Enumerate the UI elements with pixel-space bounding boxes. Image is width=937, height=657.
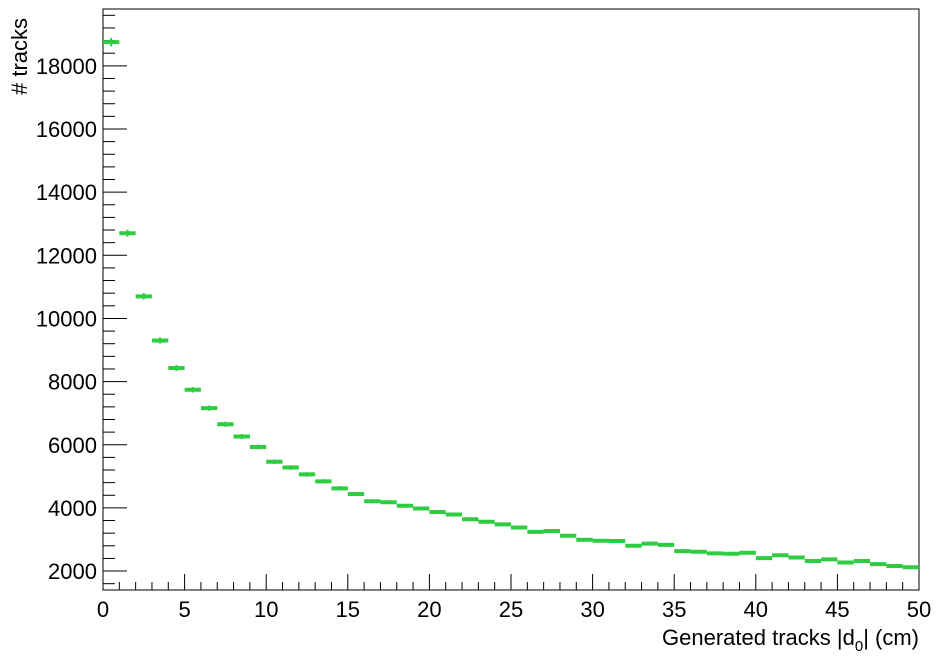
data-point <box>103 37 120 47</box>
data-point <box>200 405 218 411</box>
x-tick-label: 45 <box>825 597 849 622</box>
data-point <box>168 365 185 371</box>
data-point <box>772 553 789 558</box>
data-point <box>576 537 593 542</box>
x-tick-label: 0 <box>97 597 109 622</box>
x-axis-title-part: Generated tracks |d <box>662 625 855 650</box>
data-point <box>559 533 577 538</box>
x-tick-label: 30 <box>580 597 604 622</box>
data-point <box>380 500 397 505</box>
x-tick-label: 20 <box>417 597 441 622</box>
x-axis-title-subscript: 0 <box>855 638 863 655</box>
data-point <box>690 549 707 554</box>
data-point <box>413 506 430 511</box>
y-tick-label: 18000 <box>36 54 97 79</box>
data-point <box>511 525 528 530</box>
x-tick-label: 25 <box>499 597 523 622</box>
data-point <box>657 542 675 547</box>
data-point <box>282 465 299 470</box>
y-tick-label: 16000 <box>36 117 97 142</box>
data-point <box>723 551 740 556</box>
data-point <box>494 522 511 527</box>
data-point <box>804 558 822 563</box>
data-point <box>266 459 283 465</box>
x-tick-label: 35 <box>662 597 686 622</box>
x-axis-title-part: | (cm) <box>863 625 919 650</box>
y-tick-label: 8000 <box>48 370 97 395</box>
y-tick-label: 10000 <box>36 306 97 331</box>
data-point <box>641 541 658 546</box>
data-point <box>527 529 544 534</box>
data-point <box>135 293 152 300</box>
data-point <box>364 499 381 504</box>
data-point <box>625 543 642 548</box>
data-point <box>592 538 609 543</box>
data-point <box>674 549 691 554</box>
data-point <box>445 512 463 517</box>
axes <box>102 8 920 591</box>
data-point <box>821 557 838 562</box>
data-point <box>233 434 250 440</box>
data-points <box>103 37 919 570</box>
y-tick-label: 12000 <box>36 243 97 268</box>
data-point <box>217 421 234 427</box>
data-point <box>870 562 887 567</box>
x-tick-label: 15 <box>336 597 360 622</box>
data-point <box>315 479 332 484</box>
y-tick-label: 4000 <box>48 496 97 521</box>
x-tick-label: 40 <box>744 597 768 622</box>
data-point <box>119 229 136 237</box>
data-point <box>151 337 169 344</box>
x-tick-label: 50 <box>907 597 931 622</box>
data-point <box>347 491 365 497</box>
x-tick-label: 5 <box>178 597 190 622</box>
data-point <box>837 560 854 565</box>
data-point <box>706 551 724 556</box>
data-point <box>429 510 446 515</box>
data-point <box>608 539 626 544</box>
y-tick-label: 6000 <box>48 433 97 458</box>
y-tick-label: 14000 <box>36 180 97 205</box>
data-point <box>249 444 267 450</box>
data-point <box>853 558 871 563</box>
data-point <box>462 517 479 522</box>
data-point <box>543 528 560 533</box>
plot-frame <box>102 8 920 591</box>
data-point <box>331 486 348 491</box>
data-point <box>755 556 773 561</box>
data-point <box>902 565 919 570</box>
data-point <box>396 503 414 508</box>
data-point <box>478 519 495 524</box>
x-axis-title: Generated tracks |d0| (cm) <box>662 625 919 655</box>
y-tick-label: 2000 <box>48 559 97 584</box>
tick-labels: 0 5 10 15 20 25 30 35 40 45 50 2000 4000 6000 8000 1000… <box>36 54 931 622</box>
data-point <box>298 472 316 477</box>
data-point <box>739 550 756 555</box>
y-axis-title: # tracks <box>7 18 32 95</box>
data-point <box>788 555 805 560</box>
x-tick-label: 10 <box>254 597 278 622</box>
data-point <box>886 564 903 569</box>
data-point <box>184 387 201 393</box>
